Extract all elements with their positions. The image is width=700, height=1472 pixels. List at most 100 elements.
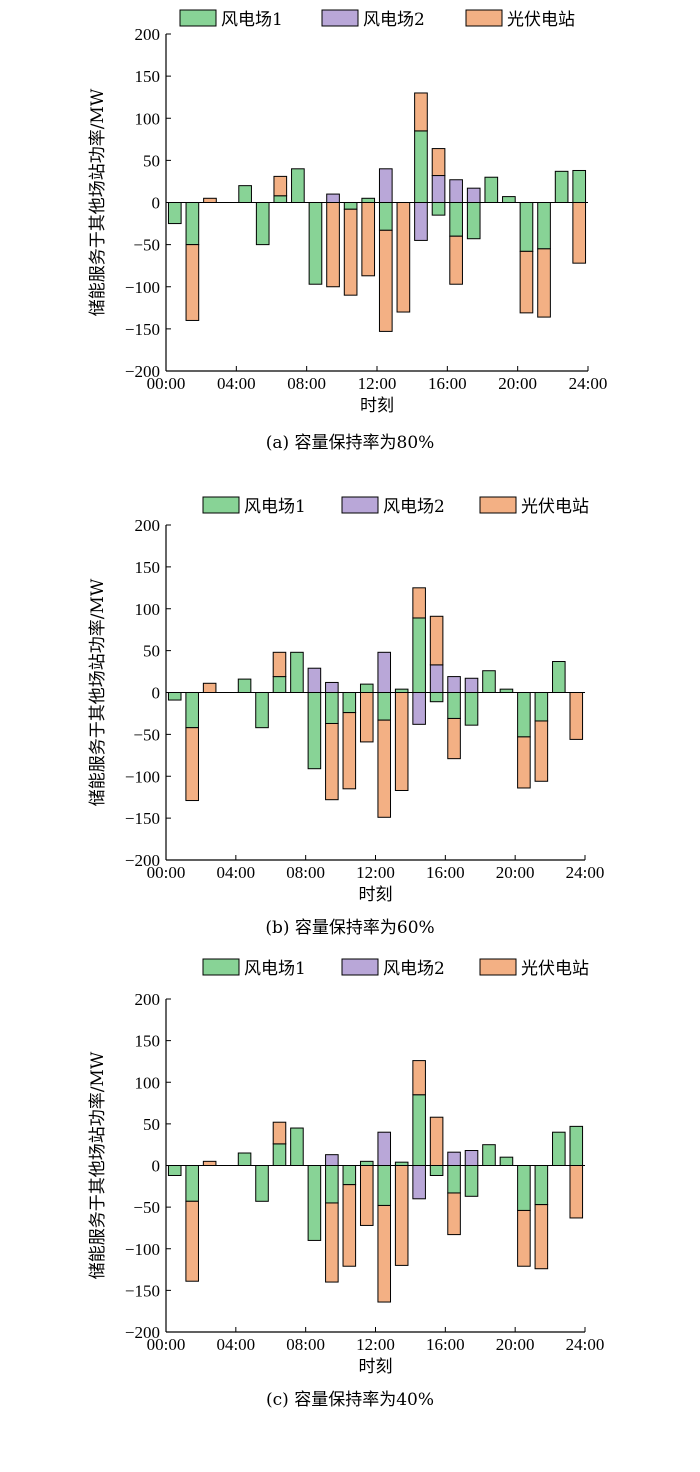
bar-光伏电站-22 (534, 720, 549, 782)
y-tick-label: −100 (125, 1240, 160, 1259)
x-tick-label: 20:00 (496, 1335, 535, 1354)
y-tick-label: −150 (125, 1281, 160, 1300)
x-tick-label: 04:00 (217, 374, 256, 393)
bar-风电场1-8 (290, 1127, 304, 1166)
bar-风电场1-23 (552, 661, 566, 694)
x-tick-label: 04:00 (216, 1335, 255, 1354)
bar-风电场1-12 (359, 1160, 374, 1167)
bar-风电场1-19 (484, 176, 499, 204)
bar-光伏电站-21 (519, 250, 534, 314)
bar-风电场1-2 (185, 202, 200, 246)
bar-风电场2-15 (412, 692, 426, 725)
x-tick-label: 16:00 (426, 863, 465, 882)
bar-光伏电站-10 (325, 1202, 339, 1283)
bar-风电场1-17 (449, 202, 463, 237)
x-tick-label: 00:00 (147, 1335, 186, 1354)
chart-panel-0: 风电场1 风电场2 光伏电站 −200 −150 −100 −50 0 50 100 150 200 0… (88, 9, 608, 453)
bar-风电场2-13 (378, 168, 393, 204)
bar-风电场1-16 (429, 692, 444, 703)
bar-风电场1-7 (272, 1143, 287, 1166)
chart-caption: (b) 容量保持率为60% (265, 918, 434, 938)
y-tick-label: −200 (125, 851, 160, 870)
bar-光伏电站-7 (272, 1121, 287, 1145)
bar-光伏电站-22 (537, 248, 551, 318)
bar-风电场1-2 (185, 692, 199, 729)
y-tick-label: 150 (135, 558, 161, 577)
bar-光伏电站-13 (378, 229, 393, 332)
bar-风电场2-10 (326, 193, 340, 203)
legend-label: 风电场2 (383, 497, 445, 517)
bar-风电场1-23 (552, 1131, 566, 1166)
bar-光伏电站-3 (202, 1160, 217, 1167)
y-tick-label: 200 (135, 25, 161, 44)
bar-风电场1-12 (361, 197, 376, 204)
x-tick-label: 20:00 (496, 863, 535, 882)
bar-风电场1-20 (502, 196, 516, 203)
y-tick-label: −150 (125, 809, 160, 828)
bar-风电场1-15 (414, 130, 428, 203)
bar-风电场2-13 (377, 651, 392, 693)
bar-风电场2-17 (449, 179, 463, 204)
y-tick-label: 100 (135, 1073, 161, 1092)
bar-风电场1-2 (185, 1165, 199, 1202)
bar-光伏电站-10 (325, 722, 339, 801)
y-tick-label: 0 (152, 684, 161, 703)
bar-光伏电站-24 (569, 1165, 584, 1219)
bar-光伏电站-21 (517, 736, 531, 789)
y-axis-label: 储能服务于其他场站功率/MW (88, 1051, 108, 1279)
x-tick-label: 24:00 (569, 374, 608, 393)
bar-光伏电站-11 (342, 1184, 357, 1267)
bar-风电场2-10 (325, 681, 339, 694)
x-tick-label: 04:00 (216, 863, 255, 882)
bar-光伏电站-21 (517, 1209, 531, 1267)
x-tick-label: 08:00 (286, 1335, 325, 1354)
bar-风电场1-1 (167, 202, 182, 225)
y-tick-label: 0 (152, 1157, 161, 1176)
bar-光伏电站-15 (412, 587, 426, 619)
y-tick-label: −50 (133, 236, 160, 255)
x-tick-label: 00:00 (147, 863, 186, 882)
legend-swatch-风电场1 (202, 496, 240, 514)
chart-panel-1: 风电场1 风电场2 光伏电站 −200 −150 −100 −50 0 50 100 150 200 0… (88, 496, 604, 938)
bar-光伏电站-17 (449, 235, 463, 285)
bar-风电场1-11 (342, 692, 357, 714)
y-tick-label: 150 (135, 67, 161, 86)
bar-光伏电站-13 (377, 719, 392, 818)
bar-风电场1-24 (569, 1125, 584, 1167)
y-tick-label: −100 (125, 767, 160, 786)
bar-风电场2-15 (414, 202, 428, 241)
bar-光伏电站-15 (414, 92, 428, 132)
x-tick-label: 16:00 (428, 374, 467, 393)
y-tick-label: 200 (135, 990, 161, 1009)
bar-风电场1-18 (464, 692, 479, 726)
legend-swatch-风电场1 (202, 958, 240, 976)
bar-风电场1-10 (325, 1165, 339, 1204)
bar-风电场1-19 (482, 1144, 496, 1166)
legend-label: 风电场1 (244, 959, 306, 979)
bar-风电场1-6 (255, 202, 270, 246)
bar-光伏电站-7 (272, 651, 287, 678)
bar-光伏电站-24 (569, 692, 584, 740)
bar-风电场1-1 (167, 1165, 182, 1176)
legend-label: 光伏电站 (521, 497, 589, 517)
bar-风电场2-9 (307, 667, 322, 694)
bar-风电场1-23 (554, 170, 569, 203)
bar-风电场1-13 (377, 1165, 392, 1206)
bar-风电场1-21 (517, 1165, 531, 1211)
bar-光伏电站-11 (342, 712, 357, 790)
bar-风电场1-9 (307, 1165, 322, 1241)
legend-label: 光伏电站 (507, 10, 575, 30)
legend-swatch-光伏电站 (479, 958, 517, 976)
bar-风电场1-6 (255, 1165, 269, 1202)
bar-风电场1-21 (517, 692, 531, 738)
bar-风电场1-18 (464, 1165, 479, 1197)
bar-光伏电站-13 (377, 1204, 392, 1303)
bar-风电场1-7 (273, 195, 288, 203)
x-tick-label: 12:00 (358, 374, 397, 393)
bar-光伏电站-3 (202, 682, 217, 693)
bar-光伏电站-14 (394, 692, 409, 791)
bar-风电场1-9 (308, 202, 323, 285)
y-tick-label: −50 (133, 725, 160, 744)
y-tick-label: 0 (152, 194, 161, 213)
